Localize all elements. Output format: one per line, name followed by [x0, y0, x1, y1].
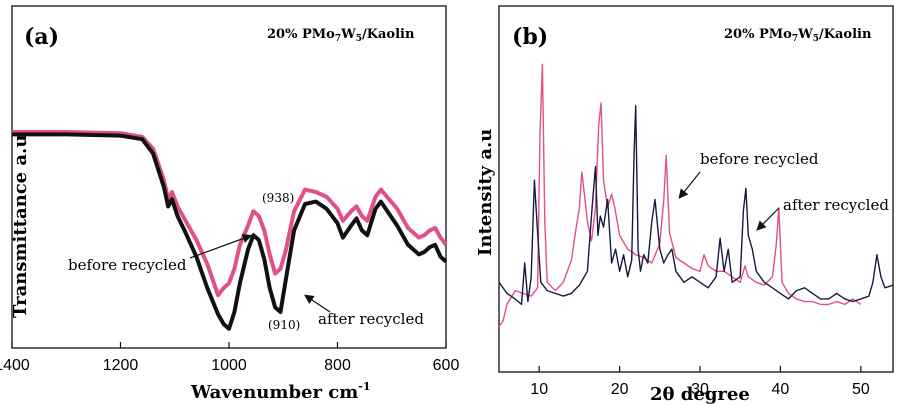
- x-axis-title-b: 2θ degree: [650, 384, 750, 404]
- x-tick-label: 10: [530, 381, 548, 398]
- annotation-910: (910): [268, 318, 300, 332]
- arrow-after-recycled-b: [756, 207, 780, 231]
- annotation-after-recycled-a: after recycled: [318, 310, 424, 328]
- series-line-after-recycled: [498, 104, 894, 306]
- annotation-after-recycled-b: after recycled: [783, 196, 889, 214]
- x-tick-label: 30: [691, 381, 709, 398]
- annotation-938: (938): [262, 191, 294, 205]
- x-tick-label: 600: [433, 357, 460, 374]
- arrow-before-recycled-a: [189, 233, 253, 259]
- series-line-after-recycled: [12, 132, 448, 331]
- y-axis-title-a: Transmittance a.u: [10, 135, 31, 318]
- x-tick-label: 20: [611, 381, 629, 398]
- chart-panel-a: (a) 20% PMo7W5/Kaolin Transmittance a.u …: [0, 5, 459, 403]
- chart-title-b: 20% PMo7W5/Kaolin: [724, 27, 872, 44]
- annotation-before-recycled-b: before recycled: [700, 150, 819, 168]
- series-line-before-recycled: [12, 130, 448, 298]
- plot-frame-a: [11, 5, 447, 349]
- chart-title-a: 20% PMo7W5/Kaolin: [267, 27, 415, 44]
- arrow-before-recycled-b: [678, 171, 701, 199]
- y-axis-title-b: Intensity a.u: [475, 129, 496, 256]
- x-tick-label: 1200: [103, 357, 139, 374]
- x-tick-label: 50: [852, 381, 870, 398]
- x-tick-label: 1000: [211, 357, 247, 374]
- x-tick-label: 800: [324, 357, 351, 374]
- chart-panel-b: (b) 20% PMo7W5/Kaolin Intensity a.u 2θ d…: [475, 5, 894, 404]
- annotation-before-recycled-a: before recycled: [68, 256, 187, 274]
- series-line-before-recycled: [498, 63, 862, 327]
- x-axis-ticks-b: 10 20 30 40 50: [530, 366, 870, 398]
- x-axis-title-a: Wavenumber cm-1: [190, 380, 370, 403]
- arrow-after-recycled-a: [304, 294, 331, 313]
- series-group-a: [12, 130, 448, 331]
- series-group-b: [498, 63, 894, 327]
- plot-frame-b: [498, 5, 894, 373]
- panel-label-b: (b): [512, 24, 548, 50]
- panel-label-a: (a): [24, 24, 59, 50]
- x-tick-label: 40: [772, 381, 790, 398]
